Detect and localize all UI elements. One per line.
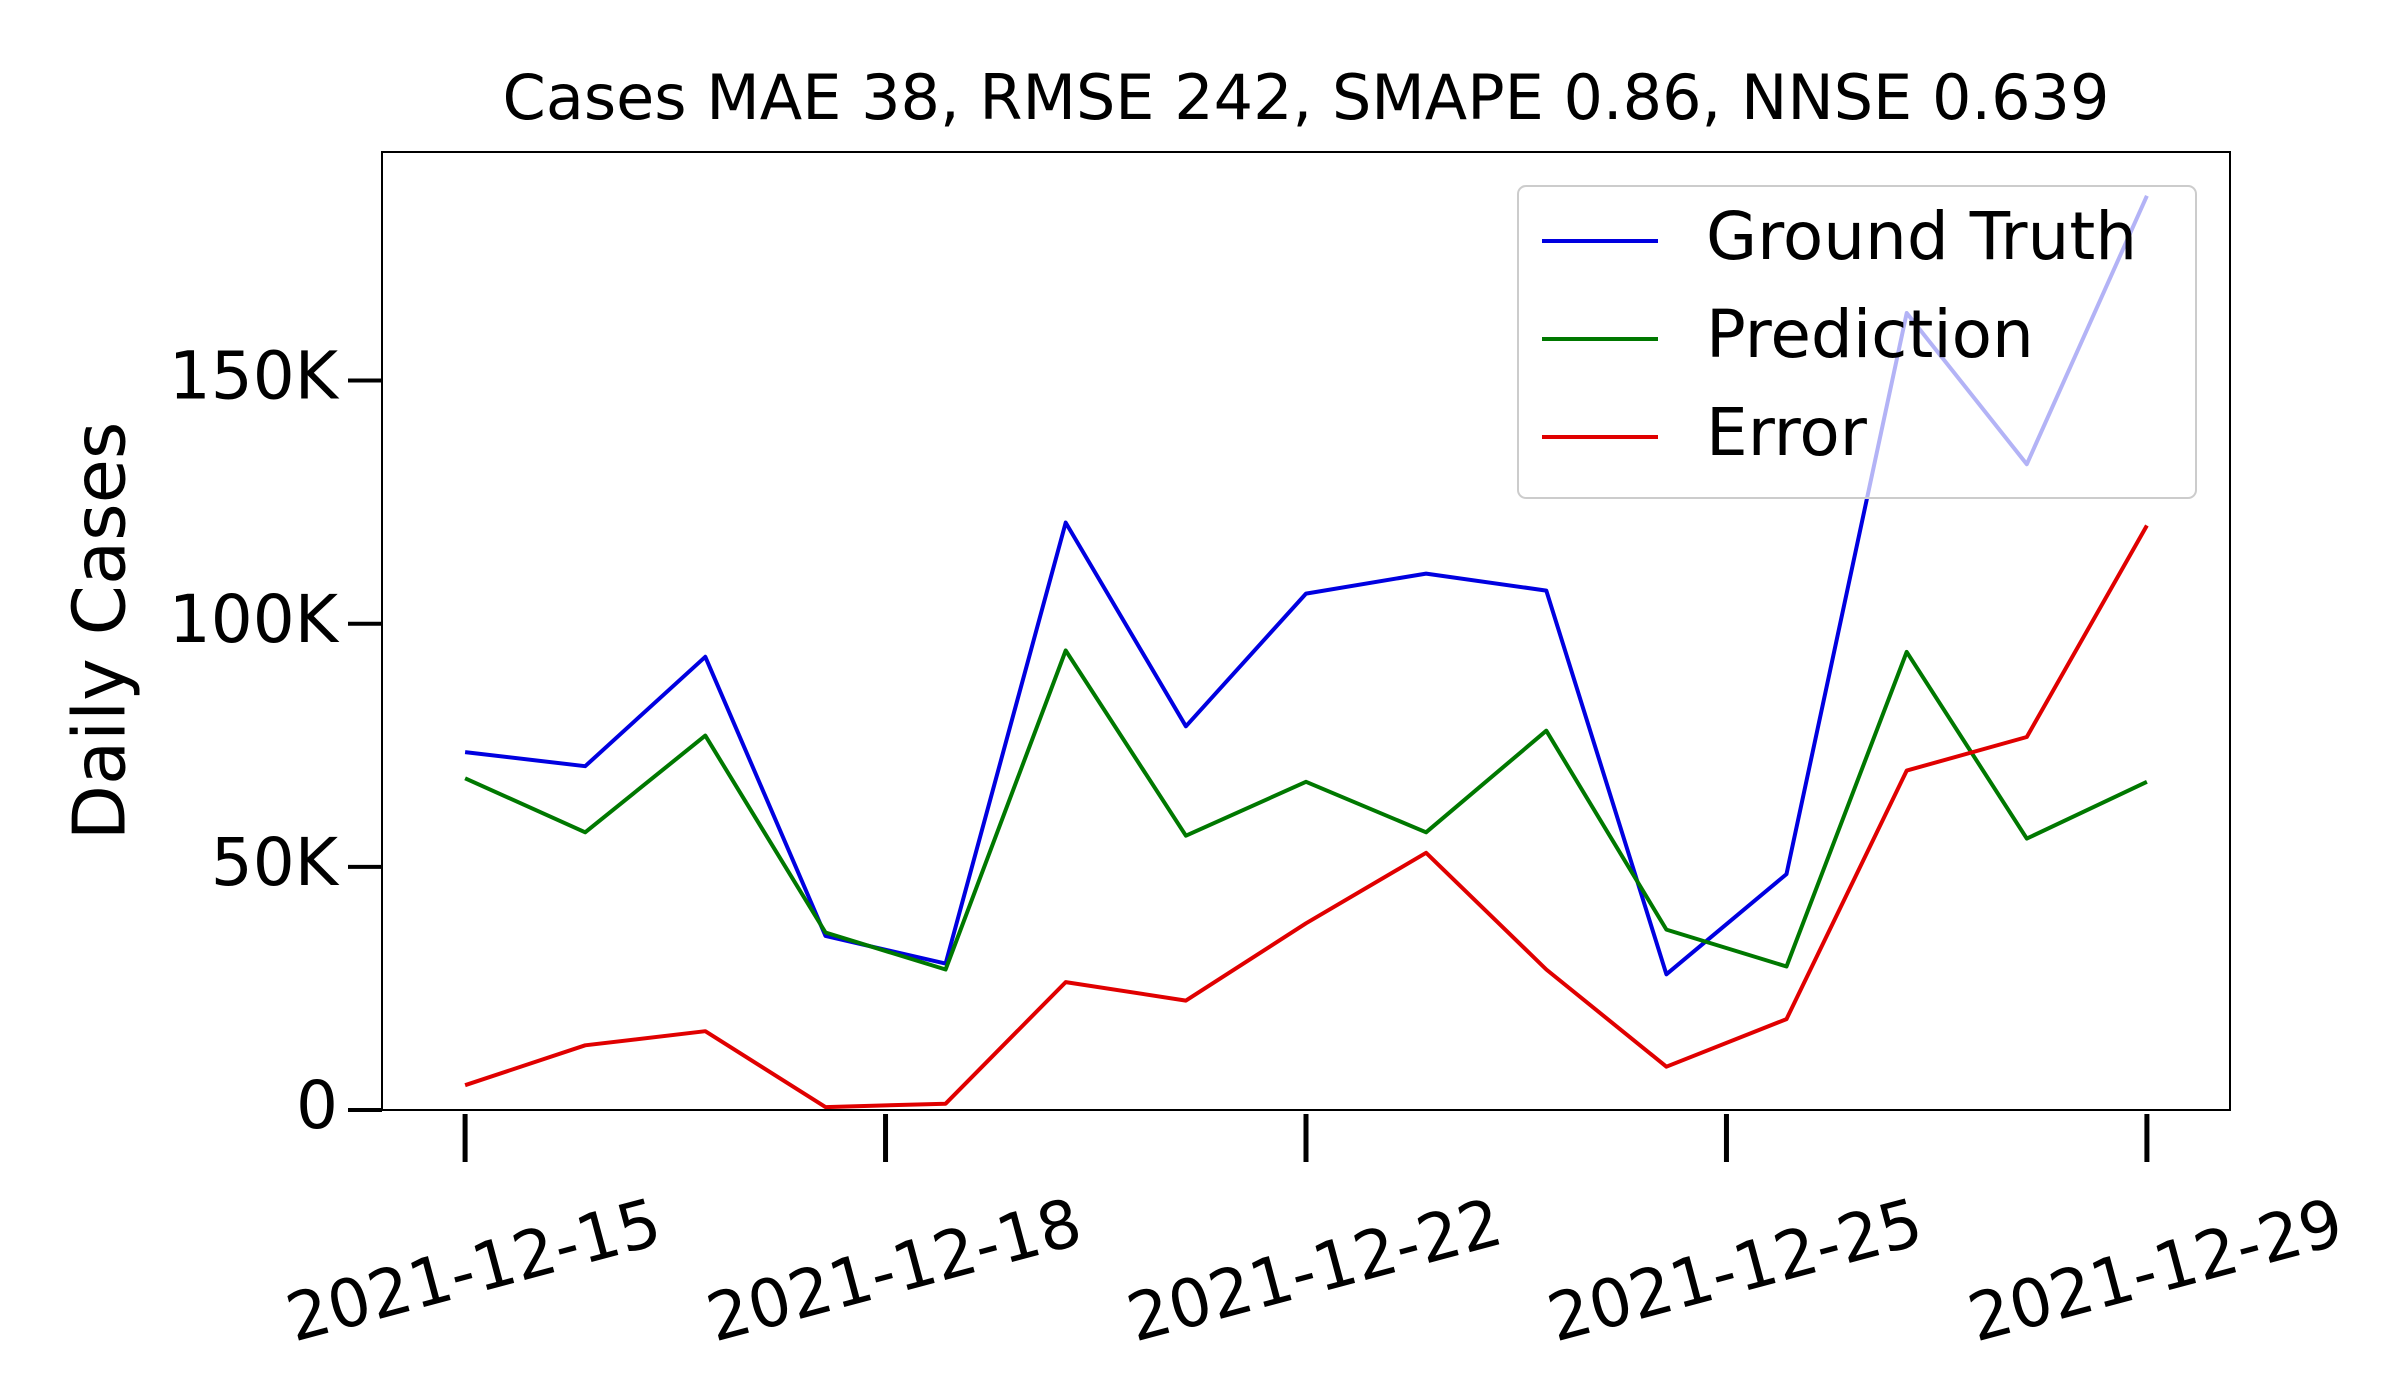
y-tick-label: 150K	[169, 338, 340, 415]
x-tick-label: 2021-12-18	[699, 1184, 1089, 1358]
series-line	[464, 194, 2149, 977]
x-tick-label: 2021-12-25	[1540, 1184, 1930, 1358]
series-line	[464, 524, 2149, 1110]
x-tick-label: 2021-12-29	[1960, 1184, 2350, 1358]
plot-frame	[381, 151, 2231, 1111]
series-line	[464, 648, 2148, 972]
legend-label: Error	[1706, 394, 1868, 471]
y-axis-label: Daily Cases	[58, 422, 142, 841]
x-tick-label: 2021-12-22	[1119, 1184, 1509, 1358]
y-tick-label: 0	[296, 1067, 338, 1144]
y-tick-label: 100K	[169, 581, 340, 658]
x-tick-label: 2021-12-15	[278, 1184, 668, 1358]
legend: Ground Truth Prediction Error	[1517, 185, 2197, 499]
legend-box	[1517, 185, 2197, 499]
legend-label: Prediction	[1706, 296, 2034, 373]
chart-title: Cases MAE 38, RMSE 242, SMAPE 0.86, NNSE…	[503, 61, 2110, 134]
legend-label: Ground Truth	[1706, 198, 2137, 275]
y-tick-label: 50K	[211, 824, 340, 901]
